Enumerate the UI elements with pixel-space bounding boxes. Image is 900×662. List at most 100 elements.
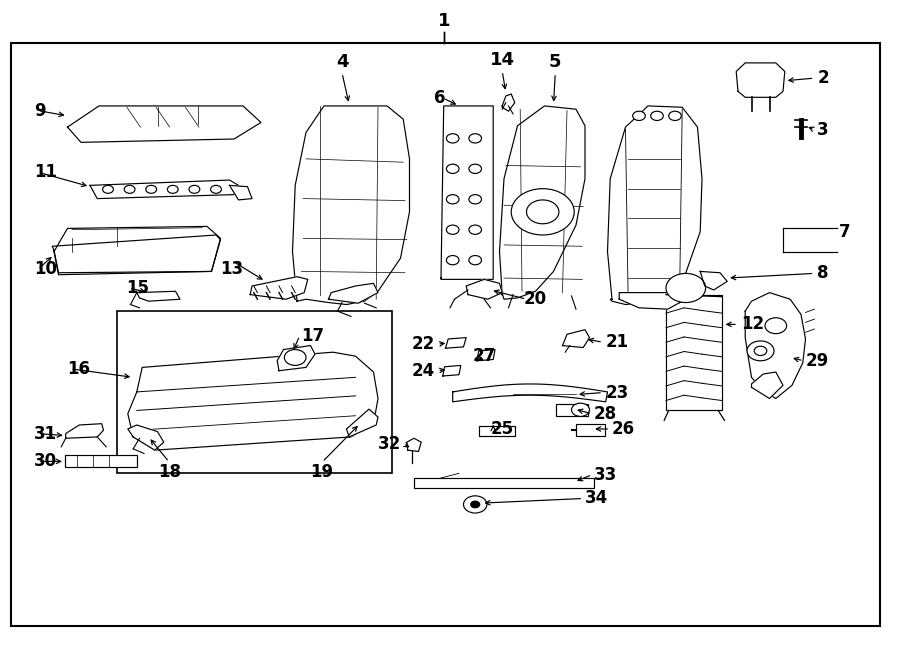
Text: 2: 2 <box>817 69 829 87</box>
Circle shape <box>446 225 459 234</box>
Circle shape <box>167 185 178 193</box>
Polygon shape <box>443 365 461 376</box>
Text: 7: 7 <box>839 222 850 241</box>
Text: 29: 29 <box>806 352 829 370</box>
Polygon shape <box>137 291 180 301</box>
Text: 23: 23 <box>606 383 629 402</box>
Circle shape <box>469 225 482 234</box>
Text: 11: 11 <box>34 163 58 181</box>
Polygon shape <box>292 106 410 305</box>
Circle shape <box>446 134 459 143</box>
Text: 25: 25 <box>491 420 514 438</box>
Circle shape <box>469 134 482 143</box>
Polygon shape <box>446 338 466 348</box>
Circle shape <box>747 341 774 361</box>
Circle shape <box>666 273 706 303</box>
Text: 17: 17 <box>302 326 325 345</box>
Circle shape <box>446 195 459 204</box>
Bar <box>479 426 515 436</box>
Polygon shape <box>52 235 220 273</box>
Circle shape <box>446 164 459 173</box>
Polygon shape <box>745 293 806 399</box>
Bar <box>414 478 594 488</box>
Bar <box>11 43 880 626</box>
Polygon shape <box>128 425 164 450</box>
Polygon shape <box>466 279 502 299</box>
Polygon shape <box>230 185 252 200</box>
Circle shape <box>189 185 200 193</box>
Circle shape <box>103 185 113 193</box>
Text: 13: 13 <box>220 260 244 277</box>
Polygon shape <box>562 330 590 348</box>
Circle shape <box>469 256 482 265</box>
Circle shape <box>211 185 221 193</box>
Polygon shape <box>407 438 421 451</box>
Text: 12: 12 <box>741 315 764 334</box>
Polygon shape <box>90 180 238 199</box>
Text: 21: 21 <box>606 333 629 352</box>
Text: 24: 24 <box>411 361 435 380</box>
Text: 22: 22 <box>411 335 435 354</box>
Circle shape <box>633 111 645 120</box>
Text: 15: 15 <box>126 279 149 297</box>
Text: 3: 3 <box>817 120 829 139</box>
Text: 8: 8 <box>817 264 829 283</box>
Text: 31: 31 <box>34 424 58 443</box>
Circle shape <box>765 318 787 334</box>
Polygon shape <box>441 106 493 279</box>
Circle shape <box>464 496 487 513</box>
Text: 33: 33 <box>594 465 617 484</box>
Circle shape <box>651 111 663 120</box>
Polygon shape <box>608 106 702 305</box>
Polygon shape <box>68 106 261 142</box>
Circle shape <box>572 403 590 416</box>
Text: 14: 14 <box>490 51 515 69</box>
Bar <box>117 311 392 473</box>
Polygon shape <box>500 106 585 299</box>
Text: 10: 10 <box>34 260 58 279</box>
Polygon shape <box>502 94 515 111</box>
Polygon shape <box>752 372 783 399</box>
Polygon shape <box>700 271 727 290</box>
Text: 6: 6 <box>434 89 446 107</box>
Polygon shape <box>66 424 104 438</box>
Text: 27: 27 <box>472 347 496 365</box>
Circle shape <box>754 346 767 355</box>
Circle shape <box>526 200 559 224</box>
Circle shape <box>146 185 157 193</box>
Circle shape <box>446 256 459 265</box>
Text: 4: 4 <box>336 53 348 71</box>
Polygon shape <box>54 226 220 275</box>
Polygon shape <box>128 352 378 450</box>
Polygon shape <box>250 277 308 299</box>
Text: 9: 9 <box>34 101 46 120</box>
Polygon shape <box>453 384 608 402</box>
Text: 34: 34 <box>585 489 608 508</box>
Polygon shape <box>328 283 378 303</box>
Text: 30: 30 <box>34 452 58 471</box>
Circle shape <box>471 501 480 508</box>
Polygon shape <box>619 293 686 309</box>
Text: 18: 18 <box>158 463 181 481</box>
Polygon shape <box>736 63 785 97</box>
Polygon shape <box>277 346 315 371</box>
Circle shape <box>124 185 135 193</box>
Polygon shape <box>346 409 378 437</box>
Polygon shape <box>477 350 495 361</box>
Circle shape <box>511 189 574 235</box>
Bar <box>666 295 722 410</box>
Circle shape <box>669 111 681 120</box>
Text: 5: 5 <box>549 53 562 71</box>
Bar <box>576 424 605 436</box>
Text: 26: 26 <box>612 420 635 438</box>
Text: 32: 32 <box>378 434 401 453</box>
Circle shape <box>469 164 482 173</box>
Circle shape <box>284 350 306 365</box>
Bar <box>556 404 588 416</box>
Bar <box>65 455 137 467</box>
Text: 28: 28 <box>594 404 617 423</box>
Circle shape <box>469 195 482 204</box>
Text: 20: 20 <box>524 290 547 308</box>
Text: 16: 16 <box>68 359 91 378</box>
Text: 19: 19 <box>310 463 334 481</box>
